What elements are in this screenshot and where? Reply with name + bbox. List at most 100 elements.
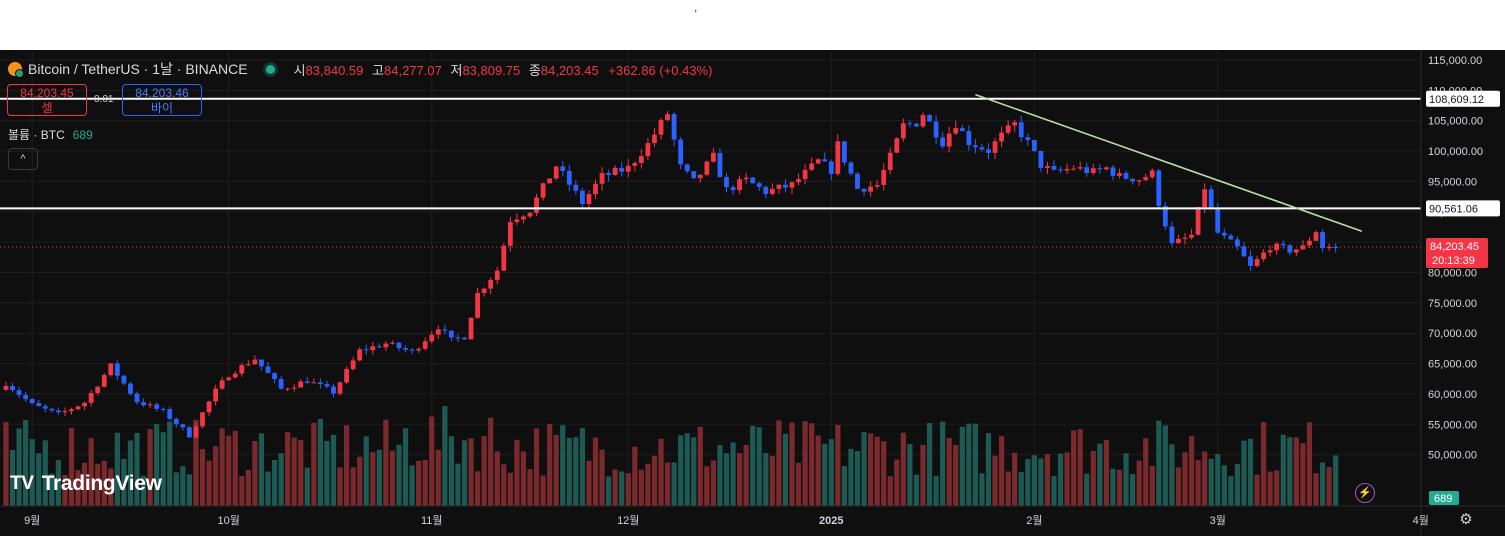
volume-bar [1274, 470, 1280, 506]
candle-body [769, 188, 775, 195]
volume-bar [1287, 437, 1293, 506]
volume-bar [1208, 458, 1214, 506]
candle-body [49, 408, 55, 411]
volume-bar [1221, 465, 1227, 506]
candle-body [573, 184, 579, 191]
collapse-legend-button[interactable]: ^ [8, 148, 38, 170]
candle-body [724, 177, 729, 188]
candle-body [907, 123, 913, 125]
candle-body [422, 341, 428, 349]
price-tick-label: 55,000.00 [1428, 419, 1477, 431]
volume-bar [658, 438, 664, 506]
volume-bar [311, 422, 317, 506]
candle-body [665, 114, 670, 120]
candle-body [462, 337, 467, 340]
candle-body [1254, 259, 1260, 267]
volume-bar [1051, 475, 1057, 506]
volume-bar [606, 476, 612, 506]
candle-body [1176, 238, 1181, 244]
volume-bar [291, 437, 297, 506]
volume-bar [1031, 455, 1037, 506]
candle-body [494, 270, 500, 280]
volume-bar [1038, 458, 1044, 506]
candle-body [815, 159, 821, 164]
volume-bar [154, 423, 160, 506]
candle-body [488, 279, 494, 289]
volume-bar [861, 432, 867, 506]
candle-body [1280, 243, 1286, 246]
candle-body [272, 373, 277, 380]
volume-bar [1064, 452, 1070, 506]
close-value: 84,203.45 [540, 62, 599, 78]
candle-body [1235, 239, 1240, 247]
volume-bar [383, 419, 389, 506]
volume-bar [985, 433, 992, 506]
candlestick-chart[interactable]: 115,000.00110,000.00105,000.00100,000.00… [0, 50, 1505, 536]
volume-bar [684, 433, 690, 506]
candles [3, 111, 1339, 439]
volume-bar [1162, 425, 1168, 506]
symbol-title[interactable]: Bitcoin / TetherUS · 1날 · BINANCE [28, 61, 248, 77]
volume-bar [232, 430, 238, 506]
volume-bar [573, 437, 579, 506]
volume-bar [750, 425, 756, 506]
price-tick-label: 70,000.00 [1428, 328, 1477, 340]
candle-body [278, 379, 284, 389]
candle-body [1104, 167, 1109, 170]
candle-body [180, 424, 186, 428]
volume-bar [730, 442, 736, 506]
volume-bar [317, 418, 323, 506]
volume-bar [1012, 452, 1018, 506]
volume-bar [127, 440, 134, 506]
price-tick-label: 65,000.00 [1428, 359, 1477, 371]
volume-bar [160, 432, 166, 506]
volume-bar [389, 450, 396, 506]
candle-body [986, 149, 991, 153]
volume-bar [252, 440, 258, 506]
volume-bar [737, 453, 743, 506]
volume-bar [402, 428, 409, 506]
buy-button[interactable]: 84,203.46 바이 [122, 84, 202, 116]
candle-body [56, 410, 61, 413]
candle-body [318, 382, 323, 385]
candle-body [1071, 168, 1077, 170]
volume-bar [29, 439, 35, 506]
time-tick-label: 12월 [617, 514, 639, 527]
volume-bar [1306, 422, 1313, 506]
volume-bar [68, 428, 75, 506]
volume-bar [1169, 444, 1175, 506]
volume-bar [337, 467, 343, 506]
volume-label: 볼륨 · BTC [8, 128, 65, 142]
volume-bar [894, 459, 900, 506]
chart-panel[interactable]: 115,000.00110,000.00105,000.00100,000.00… [0, 50, 1505, 536]
volume-bar [147, 428, 153, 506]
candle-body [3, 386, 9, 390]
candle-body [475, 292, 480, 318]
candle-body [193, 426, 199, 438]
volume-bar [795, 462, 802, 506]
volume-bar [265, 471, 271, 506]
candle-body [1097, 168, 1103, 170]
candle-body [717, 152, 723, 178]
sell-button[interactable]: 84,203.45 셀 [7, 84, 87, 116]
candle-body [1320, 232, 1325, 249]
candle-body [914, 123, 919, 127]
volume-bar [16, 428, 22, 506]
candle-body [783, 184, 788, 188]
volume-bar [743, 444, 749, 506]
volume-bar [619, 471, 625, 506]
lightning-icon[interactable]: ⚡ [1355, 483, 1375, 503]
volume-bar [370, 452, 376, 506]
candle-body [776, 184, 782, 189]
volume-bar [586, 460, 592, 506]
gear-icon[interactable]: ⚙ [1459, 511, 1473, 528]
candle-body [403, 348, 408, 350]
tradingview-logo[interactable]: TV TradingView [10, 472, 162, 496]
volume-legend[interactable]: 볼륨 · BTC 689 [8, 126, 93, 143]
candle-body [855, 173, 860, 189]
market-status-icon[interactable] [265, 64, 275, 74]
candle-body [1149, 170, 1155, 178]
candle-body [527, 212, 533, 217]
candle-body [468, 317, 474, 340]
volume-bar [180, 466, 186, 506]
